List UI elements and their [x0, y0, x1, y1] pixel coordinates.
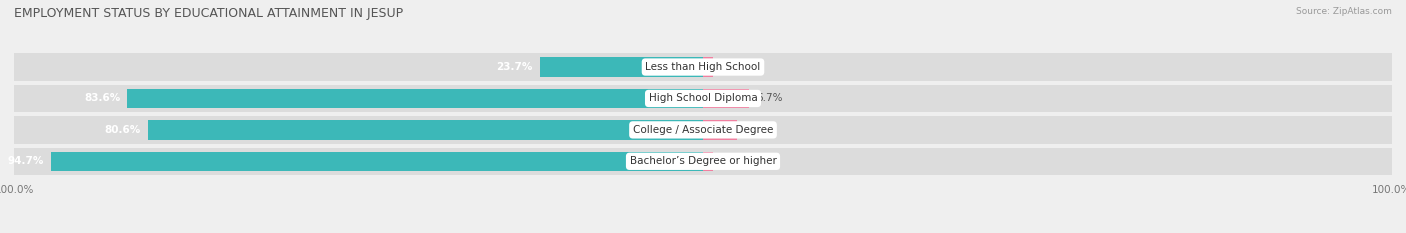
Bar	[14, 53, 1392, 81]
Bar	[127, 89, 703, 108]
Bar	[703, 89, 749, 108]
Text: Source: ZipAtlas.com: Source: ZipAtlas.com	[1296, 7, 1392, 16]
Text: 0.0%: 0.0%	[720, 156, 747, 166]
Bar	[51, 152, 703, 171]
Bar	[14, 116, 1392, 144]
Bar	[703, 152, 713, 171]
Text: High School Diploma: High School Diploma	[648, 93, 758, 103]
Bar	[148, 120, 703, 140]
Text: 94.7%: 94.7%	[7, 156, 44, 166]
Text: 23.7%: 23.7%	[496, 62, 533, 72]
Text: Less than High School: Less than High School	[645, 62, 761, 72]
Text: 4.9%: 4.9%	[744, 125, 770, 135]
Text: 83.6%: 83.6%	[84, 93, 120, 103]
Bar	[703, 57, 713, 77]
Bar	[703, 120, 737, 140]
Text: College / Associate Degree: College / Associate Degree	[633, 125, 773, 135]
Text: 0.0%: 0.0%	[720, 62, 747, 72]
Text: 6.7%: 6.7%	[756, 93, 783, 103]
Text: EMPLOYMENT STATUS BY EDUCATIONAL ATTAINMENT IN JESUP: EMPLOYMENT STATUS BY EDUCATIONAL ATTAINM…	[14, 7, 404, 20]
Bar	[14, 148, 1392, 175]
Bar	[14, 85, 1392, 112]
Text: 80.6%: 80.6%	[104, 125, 141, 135]
Bar	[540, 57, 703, 77]
Text: Bachelor’s Degree or higher: Bachelor’s Degree or higher	[630, 156, 776, 166]
